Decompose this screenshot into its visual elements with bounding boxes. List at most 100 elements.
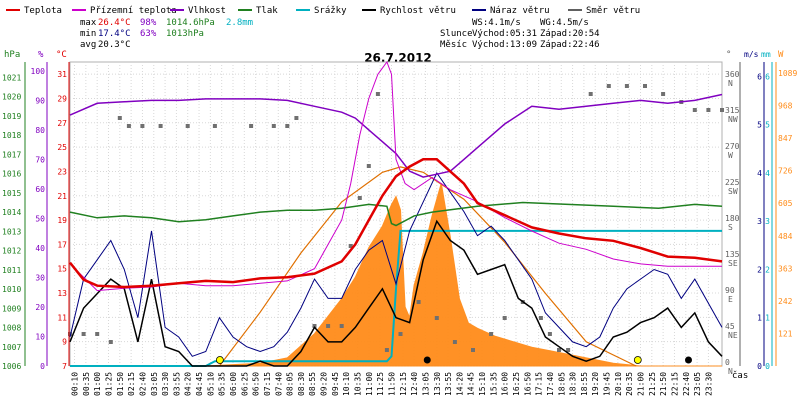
tick-time-44: 18:30 (569, 372, 578, 396)
tick-hpa-15: 1021 (2, 73, 21, 82)
tick-time-36: 15:10 (478, 372, 487, 396)
tick-time-25: 10:35 (354, 372, 363, 396)
tick-temp-10: 27 (57, 119, 67, 128)
info-sun-label: Slunce (440, 29, 473, 39)
legend-label-0: Teplota (24, 6, 62, 16)
series-wind-direction-point-15 (326, 324, 331, 328)
series-wind-direction-point-32 (557, 348, 561, 352)
tick-w-3: 484 (778, 232, 793, 241)
tick-time-18: 07:40 (274, 372, 283, 396)
axis-unit-time: čas (732, 370, 748, 381)
tick-time-41: 17:15 (535, 372, 544, 396)
tick-time-35: 14:45 (467, 372, 476, 396)
tick-hpa-13: 1019 (2, 112, 21, 121)
stats-block: max 26.4°C 98% 1014.6hPa 2.8mm min 17.4°C 63% 10… (80, 18, 253, 50)
tick-mm-5: 5 (765, 121, 770, 130)
stat-min-press: 1013hPa (166, 29, 204, 39)
stat-max-temp: 26.4°C (98, 18, 131, 28)
tick-time-14: 06:00 (229, 372, 238, 396)
tick-time-10: 04:20 (184, 372, 193, 396)
series-wind-direction-point-22 (398, 332, 403, 336)
tick-time-32: 13:30 (433, 372, 442, 396)
tick-hpa-5: 1011 (2, 266, 21, 275)
tick-hpa-6: 1012 (2, 247, 21, 256)
tick-time-24: 10:10 (342, 372, 351, 396)
series-wind-direction-point-30 (538, 316, 543, 320)
legend-label-3: Tlak (256, 6, 278, 16)
tick-mm-4: 4 (765, 169, 770, 178)
tick-time-39: 16:25 (512, 372, 521, 396)
tick-time-2: 01:00 (93, 372, 102, 396)
info-sunset: Západ:20:54 (540, 29, 600, 39)
tick-time-29: 12:15 (399, 372, 408, 396)
series-wind-direction-point-16 (339, 324, 344, 328)
tick-hpa-12: 1018 (2, 131, 21, 140)
tick-temp-7: 21 (57, 192, 67, 201)
tick-w-8: 1089 (778, 69, 797, 78)
tick-time-13: 05:35 (218, 372, 227, 396)
tick-hpa-11: 1017 (2, 150, 21, 159)
tick-time-7: 03:05 (150, 372, 159, 396)
axis-unit-ms: m/s (744, 50, 759, 59)
series-wind-direction-point-14 (312, 324, 317, 328)
axes: hPa% °C1006100710081009101010111012101310… (2, 50, 797, 396)
tick-hpa-4: 1010 (2, 285, 21, 294)
moonrise-marker (423, 356, 431, 364)
legend-label-4: Srážky (314, 6, 347, 16)
tick-w-4: 605 (778, 199, 793, 208)
tick-dir-compass-2: E (728, 295, 733, 304)
stat-max-press: 1014.6hPa (166, 18, 215, 28)
series-wind-direction-point-23 (416, 300, 421, 304)
series-wind-direction-point-20 (375, 92, 380, 96)
series-wind-direction-point-37 (643, 84, 647, 88)
series-wind-direction-point-34 (588, 92, 593, 96)
tick-dir-compass-0: N (728, 367, 733, 376)
info-ws: WS:4.1m/s (472, 18, 521, 28)
tick-temp-1: 9 (62, 338, 67, 347)
series-wind-direction-point-17 (348, 244, 353, 248)
legend: Teplota Přízemní teplota Vlhkost Tlak Srážky… (6, 6, 640, 16)
legend-label-7: Směr větru (586, 6, 640, 16)
axis-unit-mm: mm (761, 50, 771, 59)
series-wind-direction-point-24 (434, 316, 439, 320)
tick-pct-6: 60 (35, 185, 45, 194)
tick-mm-2: 2 (765, 265, 770, 274)
tick-hpa-1: 1007 (2, 343, 21, 352)
tick-hpa-7: 1013 (2, 227, 21, 236)
tick-mm-3: 3 (765, 217, 770, 226)
tick-dir-0: 0 (725, 358, 730, 367)
tick-pct-8: 80 (35, 126, 45, 135)
stat-max-label: max (80, 18, 97, 28)
series-wind-direction-point-11 (271, 124, 276, 128)
sunrise-marker (215, 356, 224, 364)
tick-time-16: 06:50 (252, 372, 261, 396)
tick-time-40: 16:50 (523, 372, 532, 396)
tick-dir-compass-1: NE (728, 331, 738, 340)
tick-hpa-0: 1006 (2, 362, 21, 371)
tick-pct-1: 10 (35, 332, 45, 341)
info-sunrise: Východ:05:31 (472, 29, 537, 39)
legend-label-6: Náraz větru (490, 6, 550, 16)
tick-time-28: 11:50 (387, 372, 396, 396)
tick-dir-compass-4: S (728, 223, 733, 232)
tick-time-11: 04:45 (195, 372, 204, 396)
stat-max-rain: 2.8mm (226, 18, 253, 28)
tick-time-20: 08:30 (297, 372, 306, 396)
tick-temp-11: 29 (57, 94, 67, 103)
series-wind-direction-point-6 (140, 124, 145, 128)
tick-time-17: 07:15 (263, 372, 272, 396)
tick-temp-12: 31 (57, 70, 67, 79)
series-wind-direction-point-7 (158, 124, 163, 128)
series-wind-direction-point-28 (502, 316, 507, 320)
tick-ms-4: 4 (757, 169, 762, 178)
tick-dir-compass-5: SW (728, 187, 738, 196)
stat-min-label: min (80, 29, 96, 39)
tick-time-8: 03:30 (161, 372, 170, 396)
tick-ms-1: 1 (757, 314, 762, 323)
tick-temp-4: 15 (57, 265, 67, 274)
series-wind-direction-point-40 (692, 108, 697, 112)
axis-unit-hpa: hPa (4, 50, 20, 60)
axis-unit-temp: °C (56, 50, 67, 60)
tick-time-49: 20:35 (625, 372, 634, 396)
